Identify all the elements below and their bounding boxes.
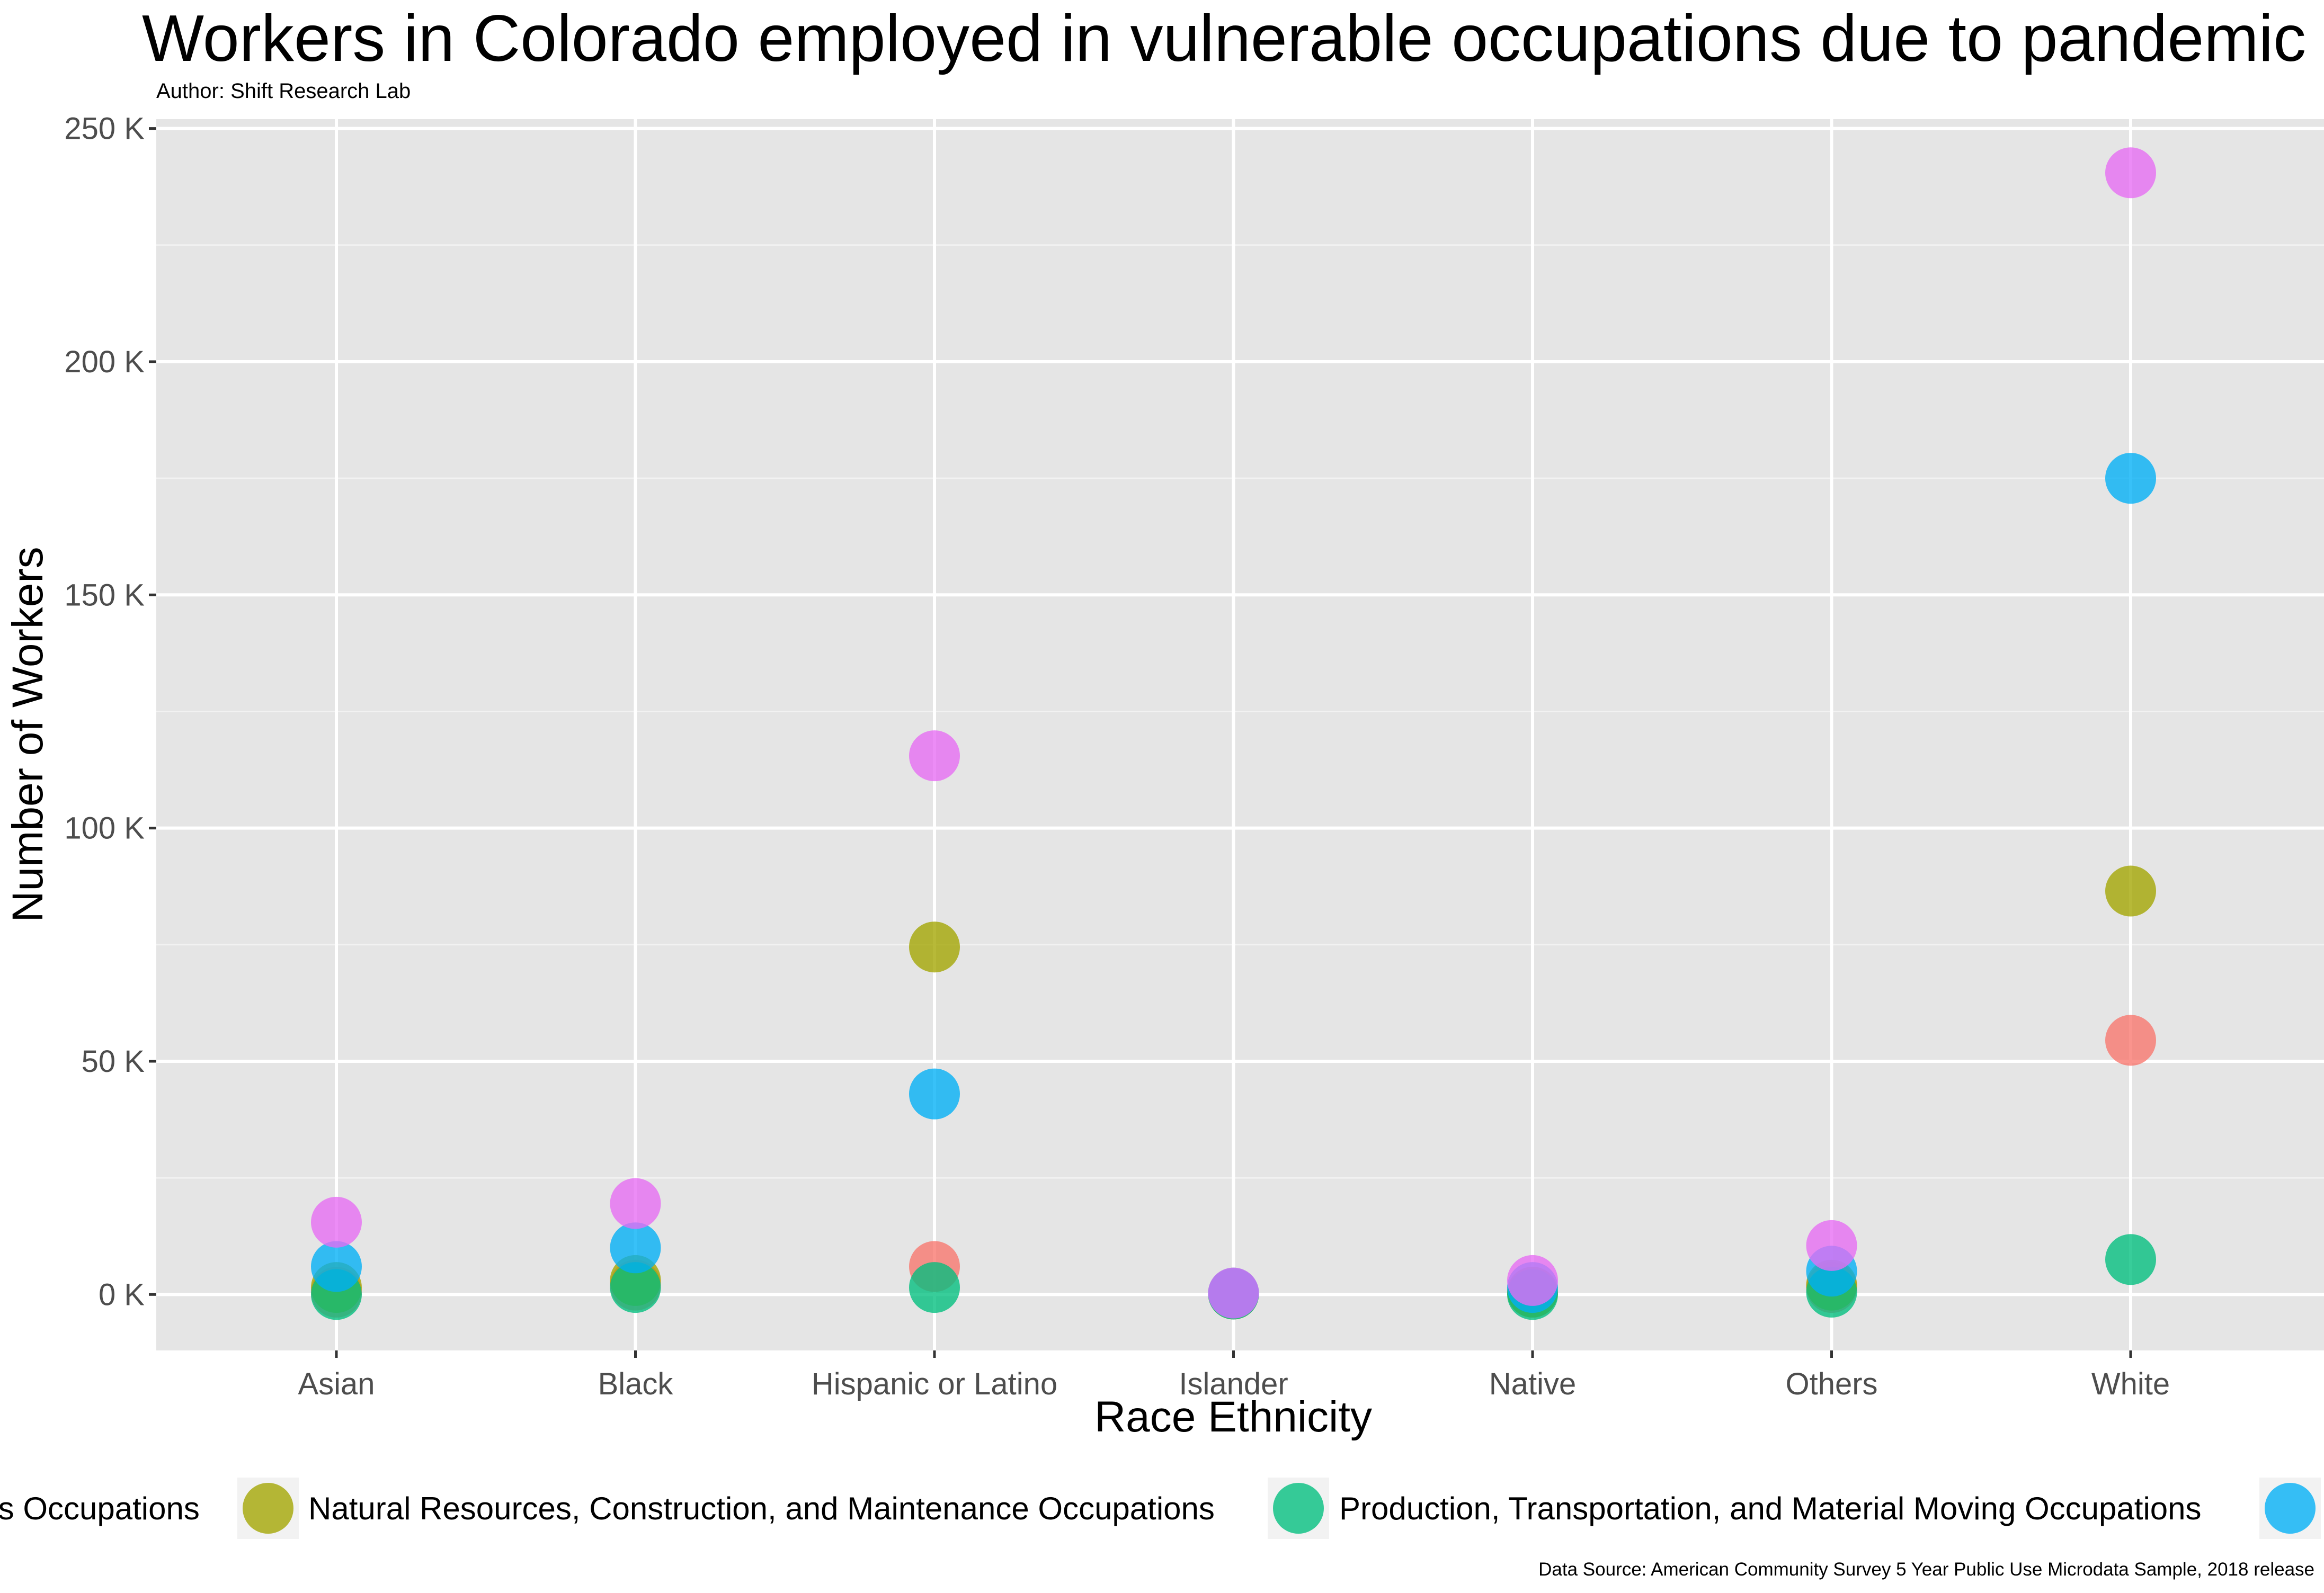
legend-key-point	[2265, 1483, 2316, 1534]
x-tick-label: Others	[1785, 1367, 1877, 1401]
minor-gridlines	[156, 244, 2324, 1179]
scatter-point	[610, 1178, 661, 1229]
chart-subtitle: Author: Shift Research Lab	[156, 79, 411, 103]
scatter-point	[610, 1222, 661, 1274]
y-tick-label: 50 K	[82, 1044, 145, 1079]
scatter-point	[909, 1262, 960, 1313]
y-tick-label: 100 K	[64, 811, 145, 846]
legend-label: Production, Transportation, and Material…	[1339, 1491, 2202, 1526]
x-tick-label: Asian	[298, 1367, 375, 1401]
major-gridlines	[156, 119, 2324, 1350]
scatter-point	[909, 730, 960, 782]
scatter-point	[909, 1068, 960, 1120]
scatter-point	[610, 1262, 661, 1313]
legend: ts Occupations Natural Resources, Constru…	[0, 1478, 2321, 1539]
scatter-point	[1208, 1267, 1259, 1319]
x-axis: Asian Black Hispanic or Latino Islander Nati…	[298, 1350, 2170, 1401]
x-tick-label: Black	[598, 1367, 674, 1401]
data-points	[311, 147, 2156, 1320]
legend-label: Natural Resources, Construction, and Mai…	[308, 1491, 1215, 1526]
scatter-point	[2105, 147, 2156, 199]
x-tick-label: White	[2091, 1367, 2170, 1401]
legend-label: ts Occupations	[0, 1491, 200, 1526]
y-tick-label: 0 K	[99, 1277, 145, 1312]
scatter-point	[2105, 453, 2156, 504]
scatter-point	[1507, 1255, 1558, 1306]
scatter-point	[311, 1196, 362, 1248]
x-tick-label: Hispanic or Latino	[812, 1367, 1057, 1401]
data-source-caption: Data Source: American Community Survey 5…	[1538, 1559, 2314, 1580]
x-tick-label: Islander	[1179, 1367, 1288, 1401]
scatter-point	[1806, 1220, 1857, 1271]
chart-title: Workers in Colorado employed in vulnerab…	[142, 2, 2307, 75]
y-axis-title: Number of Workers	[4, 547, 52, 922]
y-tick-label: 150 K	[64, 578, 145, 612]
scatter-point	[2105, 1234, 2156, 1285]
scatter-point	[909, 921, 960, 973]
legend-key-point	[1273, 1483, 1324, 1534]
scatter-point	[311, 1241, 362, 1292]
scatter-point	[2105, 865, 2156, 917]
scatter-point	[2105, 1015, 2156, 1066]
y-axis: 0 K 50 K 100 K 150 K 200 K 250 K	[64, 112, 156, 1312]
x-axis-title: Race Ethnicity	[1094, 1393, 1372, 1441]
x-tick-label: Native	[1489, 1367, 1576, 1401]
legend-key-point	[243, 1483, 293, 1534]
y-tick-label: 250 K	[64, 112, 145, 146]
y-tick-label: 200 K	[64, 345, 145, 379]
plot-panel	[156, 119, 2324, 1350]
